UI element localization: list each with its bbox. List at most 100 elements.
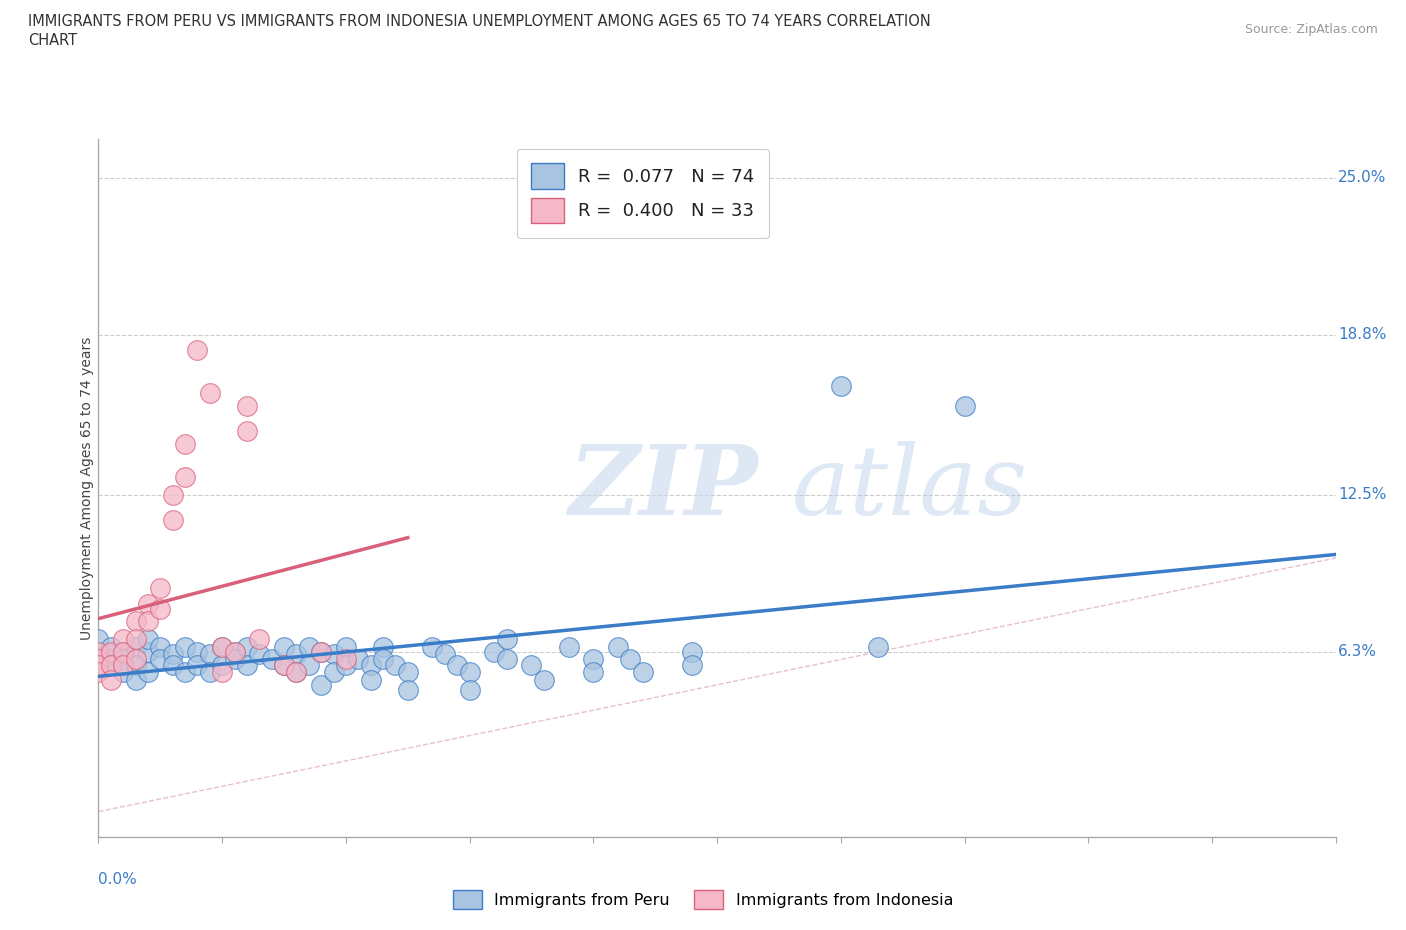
Point — [273, 658, 295, 672]
Text: ZIP: ZIP — [568, 441, 758, 536]
Point — [582, 665, 605, 680]
Point — [124, 652, 146, 667]
Point — [236, 658, 259, 672]
Point — [495, 631, 517, 646]
Point — [112, 658, 135, 672]
Point — [582, 652, 605, 667]
Point — [458, 665, 481, 680]
Point — [260, 652, 283, 667]
Point — [211, 639, 233, 654]
Point — [112, 644, 135, 659]
Point — [149, 581, 172, 596]
Point — [224, 652, 246, 667]
Point — [247, 647, 270, 662]
Point — [224, 644, 246, 659]
Text: 18.8%: 18.8% — [1339, 327, 1386, 342]
Point — [224, 644, 246, 659]
Point — [446, 658, 468, 672]
Point — [174, 639, 197, 654]
Point — [866, 639, 889, 654]
Point — [136, 631, 159, 646]
Point — [830, 379, 852, 393]
Point — [87, 658, 110, 672]
Point — [298, 658, 321, 672]
Point — [285, 665, 308, 680]
Point — [186, 342, 208, 357]
Text: IMMIGRANTS FROM PERU VS IMMIGRANTS FROM INDONESIA UNEMPLOYMENT AMONG AGES 65 TO : IMMIGRANTS FROM PERU VS IMMIGRANTS FROM … — [28, 14, 931, 29]
Point — [174, 436, 197, 451]
Point — [136, 644, 159, 659]
Point — [87, 652, 110, 667]
Point — [631, 665, 654, 680]
Point — [681, 658, 703, 672]
Point — [198, 386, 221, 401]
Text: Source: ZipAtlas.com: Source: ZipAtlas.com — [1244, 23, 1378, 36]
Point — [396, 683, 419, 698]
Point — [371, 652, 394, 667]
Point — [112, 644, 135, 659]
Point — [186, 658, 208, 672]
Point — [433, 647, 456, 662]
Point — [112, 665, 135, 680]
Point — [458, 683, 481, 698]
Point — [298, 639, 321, 654]
Point — [236, 424, 259, 439]
Point — [309, 677, 332, 692]
Point — [124, 639, 146, 654]
Point — [87, 631, 110, 646]
Point — [112, 652, 135, 667]
Point — [211, 639, 233, 654]
Point — [211, 658, 233, 672]
Point — [396, 665, 419, 680]
Point — [236, 639, 259, 654]
Point — [87, 644, 110, 659]
Point — [953, 398, 976, 413]
Point — [149, 602, 172, 617]
Point — [112, 631, 135, 646]
Point — [162, 658, 184, 672]
Text: 25.0%: 25.0% — [1339, 170, 1386, 185]
Text: 0.0%: 0.0% — [98, 872, 138, 887]
Point — [124, 672, 146, 687]
Point — [236, 398, 259, 413]
Point — [347, 652, 370, 667]
Point — [136, 665, 159, 680]
Point — [149, 639, 172, 654]
Point — [100, 658, 122, 672]
Point — [360, 658, 382, 672]
Point — [87, 644, 110, 659]
Point — [198, 665, 221, 680]
Point — [136, 614, 159, 629]
Point — [174, 665, 197, 680]
Point — [100, 658, 122, 672]
Point — [100, 647, 122, 662]
Point — [149, 652, 172, 667]
Point — [557, 639, 579, 654]
Point — [384, 658, 406, 672]
Point — [136, 596, 159, 611]
Point — [322, 665, 344, 680]
Point — [322, 647, 344, 662]
Point — [273, 658, 295, 672]
Point — [273, 639, 295, 654]
Point — [533, 672, 555, 687]
Point — [520, 658, 543, 672]
Point — [619, 652, 641, 667]
Point — [335, 652, 357, 667]
Point — [335, 658, 357, 672]
Point — [285, 665, 308, 680]
Point — [607, 639, 630, 654]
Point — [495, 652, 517, 667]
Point — [198, 647, 221, 662]
Y-axis label: Unemployment Among Ages 65 to 74 years: Unemployment Among Ages 65 to 74 years — [80, 337, 94, 640]
Point — [162, 647, 184, 662]
Legend: R =  0.077   N = 74, R =  0.400   N = 33: R = 0.077 N = 74, R = 0.400 N = 33 — [517, 149, 769, 237]
Point — [124, 614, 146, 629]
Point — [309, 644, 332, 659]
Point — [124, 631, 146, 646]
Point — [211, 665, 233, 680]
Point — [100, 639, 122, 654]
Text: atlas: atlas — [792, 441, 1028, 536]
Point — [371, 639, 394, 654]
Point — [100, 644, 122, 659]
